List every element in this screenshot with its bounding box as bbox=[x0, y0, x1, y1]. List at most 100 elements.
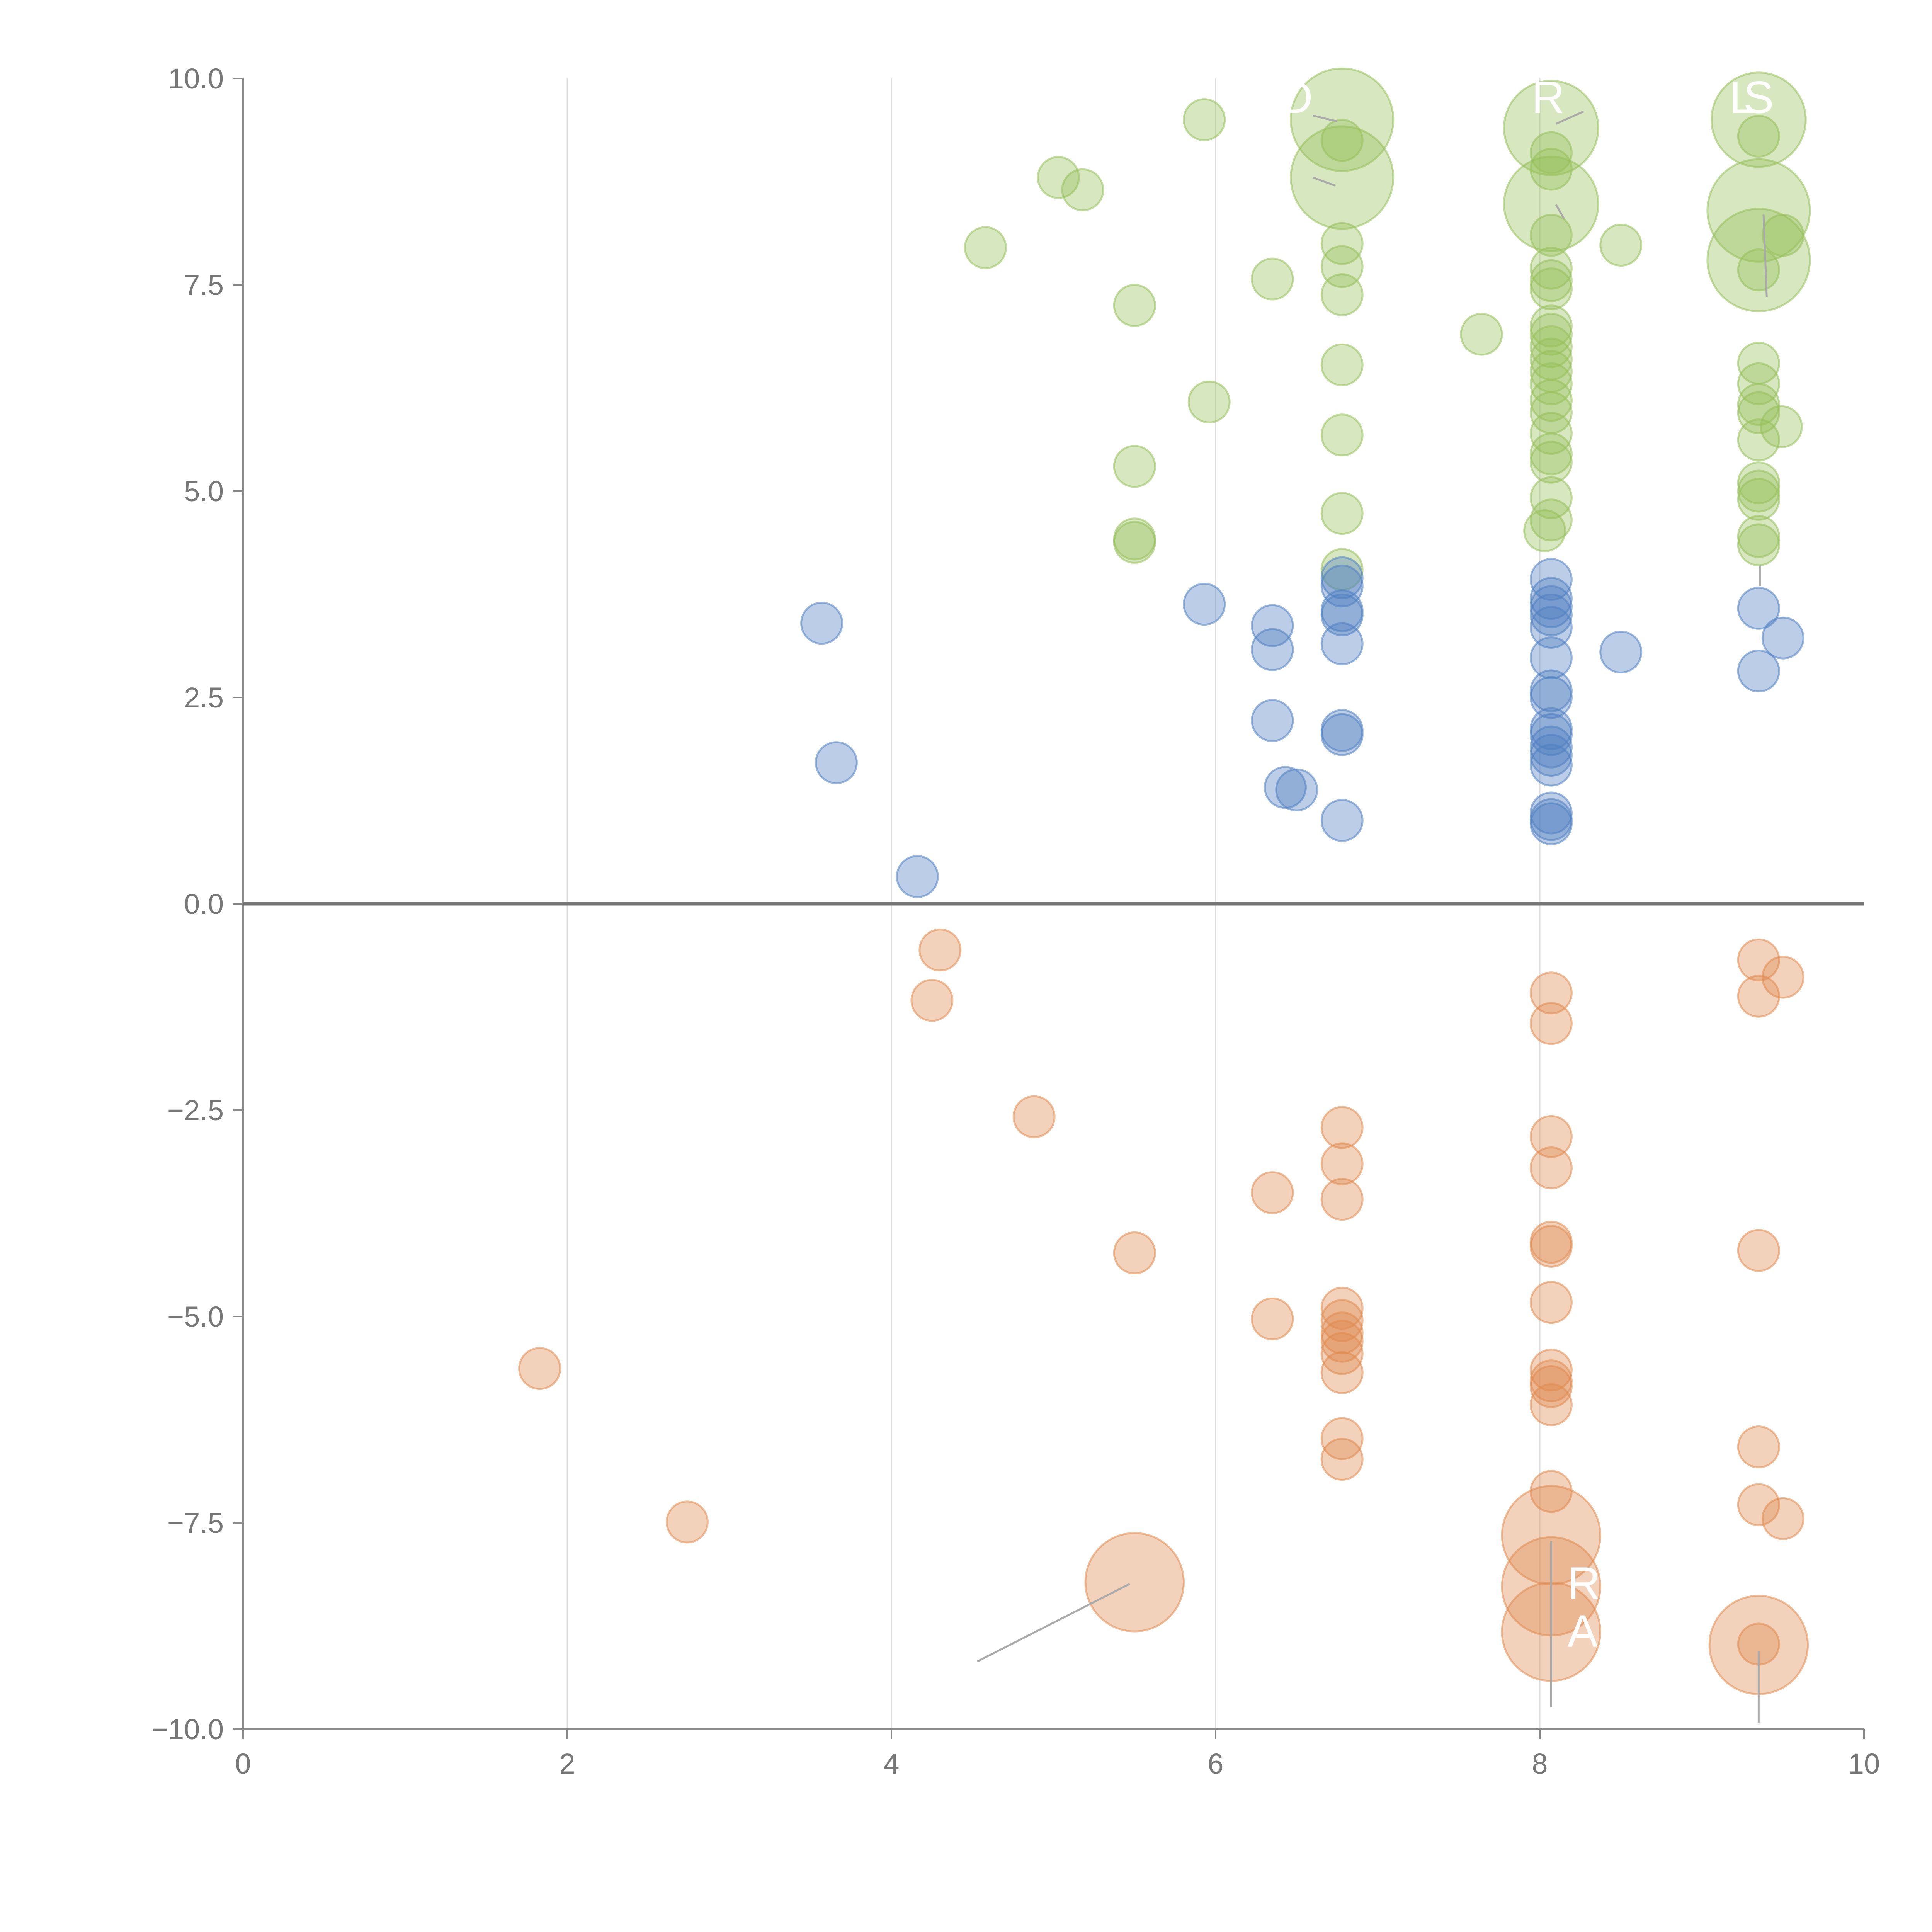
leader-line bbox=[977, 1583, 1130, 1663]
scatter-point bbox=[1320, 1332, 1364, 1375]
scatter-point bbox=[1251, 257, 1294, 301]
scatter-point bbox=[1529, 734, 1573, 777]
y-tick-label: 2.5 bbox=[184, 682, 224, 714]
scatter-point bbox=[1037, 156, 1080, 199]
scatter-point bbox=[1737, 650, 1780, 693]
scatter-point bbox=[1529, 1349, 1573, 1392]
scatter-point bbox=[1529, 214, 1573, 257]
scatter-point bbox=[1529, 267, 1573, 311]
scatter-point bbox=[1529, 593, 1573, 636]
scatter-point bbox=[1529, 131, 1573, 174]
scatter-point bbox=[918, 929, 962, 972]
scatter-point bbox=[1320, 343, 1364, 386]
scatter-point bbox=[1599, 223, 1643, 267]
scatter-point bbox=[518, 1347, 561, 1390]
scatter-point bbox=[1187, 380, 1231, 423]
scatter-point bbox=[1737, 975, 1780, 1018]
scatter-point bbox=[1251, 604, 1294, 647]
scatter-point bbox=[1529, 1365, 1573, 1408]
scatter-point bbox=[1761, 616, 1804, 660]
scatter-point bbox=[1320, 1142, 1364, 1185]
scatter-point bbox=[1320, 1438, 1364, 1481]
x-tick-label: 0 bbox=[235, 1748, 251, 1780]
y-tick-label: 0.0 bbox=[184, 888, 224, 920]
leader-line bbox=[1555, 204, 1565, 219]
x-tick-label: 10 bbox=[1848, 1748, 1880, 1780]
scatter-point bbox=[1251, 1171, 1294, 1214]
scatter-point bbox=[815, 741, 858, 784]
scatter-point bbox=[1761, 956, 1804, 999]
point-label: R bbox=[1567, 1558, 1600, 1609]
scatter-point bbox=[1710, 71, 1807, 168]
y-tick-label: 10.0 bbox=[168, 63, 224, 95]
y-tick-label: 5.0 bbox=[184, 475, 224, 507]
scatter-point bbox=[1320, 713, 1364, 756]
scatter-point bbox=[1529, 676, 1573, 719]
scatter-point bbox=[1503, 80, 1599, 176]
scatter-point bbox=[1529, 971, 1573, 1015]
scatter-point bbox=[1320, 1287, 1364, 1330]
data-points bbox=[518, 67, 1811, 1695]
point-label: D bbox=[1280, 72, 1313, 123]
scatter-point bbox=[1737, 1483, 1780, 1526]
scatter-point bbox=[1529, 605, 1573, 649]
scatter-point bbox=[1113, 284, 1156, 327]
scatter-point bbox=[800, 602, 844, 645]
scatter-point bbox=[1523, 509, 1566, 553]
scatter-point bbox=[1183, 98, 1226, 141]
scatter-point bbox=[1599, 631, 1643, 674]
y-tick-label: 7.5 bbox=[184, 269, 224, 301]
scatter-point bbox=[1320, 413, 1364, 457]
scatter-point bbox=[1737, 115, 1780, 158]
scatter-point bbox=[1251, 1297, 1294, 1340]
scatter-point bbox=[964, 226, 1007, 269]
scatter-point bbox=[1737, 523, 1780, 566]
scatter-point bbox=[1460, 313, 1503, 356]
scatter-point bbox=[1737, 1229, 1780, 1272]
leader-line bbox=[1762, 214, 1768, 298]
scatter-point bbox=[1737, 478, 1780, 521]
scatter-point bbox=[910, 979, 954, 1022]
scatter-point bbox=[1761, 1497, 1804, 1540]
x-tick-label: 4 bbox=[883, 1748, 899, 1780]
scatter-point bbox=[1113, 1231, 1156, 1275]
scatter-point bbox=[1529, 1281, 1573, 1324]
scatter-point bbox=[896, 855, 939, 898]
scatter-point bbox=[1251, 628, 1294, 671]
scatter-point bbox=[1529, 325, 1573, 368]
scatter-point bbox=[1761, 214, 1804, 257]
point-label: L bbox=[1730, 72, 1755, 123]
point-label: S bbox=[1743, 72, 1774, 123]
scatter-point bbox=[1529, 313, 1573, 356]
y-tick-label: −2.5 bbox=[167, 1094, 224, 1126]
scatter-point bbox=[1529, 636, 1573, 679]
leader-line bbox=[1555, 111, 1584, 125]
x-tick-label: 8 bbox=[1532, 1748, 1548, 1780]
scatter-point bbox=[1320, 799, 1364, 842]
scatter-point bbox=[1529, 802, 1573, 845]
scatter-point bbox=[1275, 768, 1318, 811]
scatter-point bbox=[1183, 583, 1226, 626]
leader-line bbox=[1313, 114, 1338, 122]
scatter-point bbox=[1529, 1115, 1573, 1158]
scatter-point bbox=[1529, 1383, 1573, 1427]
scatter-point bbox=[1529, 1002, 1573, 1045]
point-label: A bbox=[1567, 1605, 1598, 1656]
scatter-point bbox=[1251, 699, 1294, 742]
scatter-point bbox=[1737, 587, 1780, 630]
scatter-point bbox=[1529, 1146, 1573, 1190]
scatter-point bbox=[1320, 1320, 1364, 1363]
scatter-point bbox=[1320, 222, 1364, 265]
y-tick-label: −5.0 bbox=[167, 1301, 224, 1333]
tick-labels: 0 2 4 6 8 10 10.0 7.5 5.0 2.5 0.0 −2.5 −5.0 −7.5 −10.0 bbox=[151, 63, 1880, 1780]
scatter-point bbox=[1706, 207, 1811, 312]
scatter-point bbox=[1737, 938, 1780, 981]
scatter-point bbox=[1503, 156, 1599, 252]
scatter-point bbox=[1113, 445, 1156, 488]
axes bbox=[233, 78, 1865, 1739]
scatter-point bbox=[1320, 119, 1364, 162]
scatter-point bbox=[1529, 743, 1573, 787]
scatter-point bbox=[1760, 405, 1803, 448]
